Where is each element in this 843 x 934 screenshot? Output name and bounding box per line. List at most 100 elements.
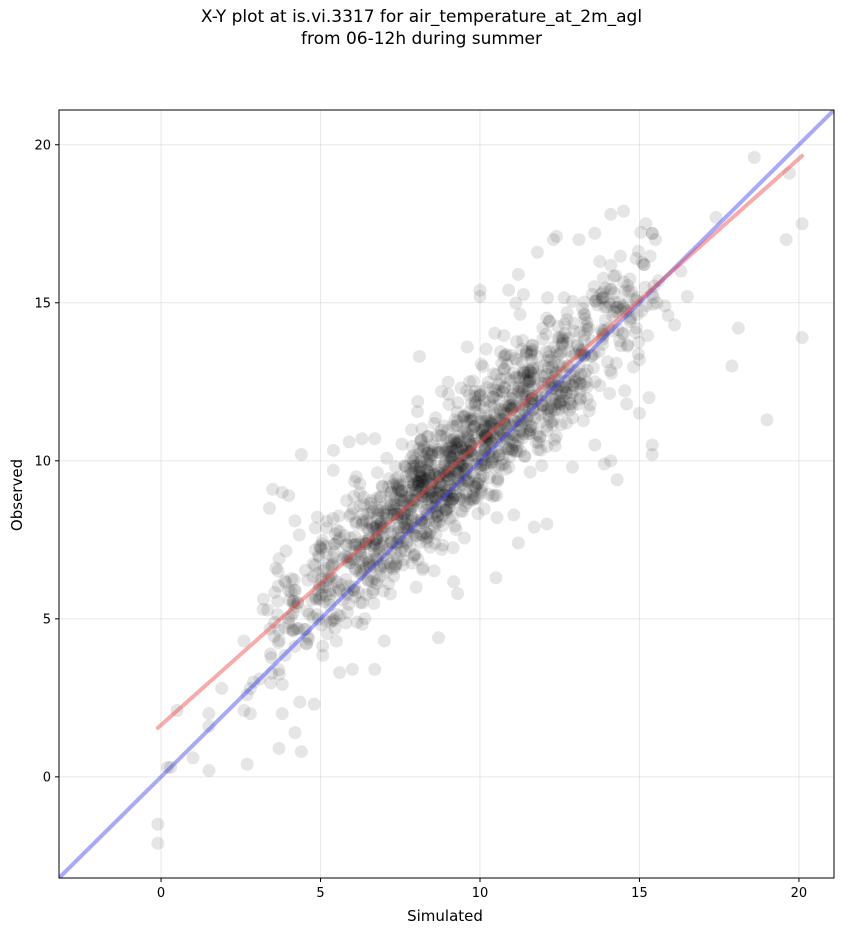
data-point: [391, 482, 405, 496]
data-point: [478, 441, 492, 455]
data-point: [339, 616, 353, 630]
data-point: [364, 506, 378, 520]
data-point: [275, 707, 289, 721]
data-point: [544, 404, 558, 418]
data-point: [524, 419, 538, 433]
data-point: [461, 474, 475, 488]
data-point: [600, 300, 614, 314]
data-point: [453, 492, 467, 506]
data-point: [535, 459, 549, 473]
data-point: [535, 398, 549, 412]
data-point: [313, 579, 327, 593]
data-point: [336, 593, 350, 607]
data-point: [502, 400, 516, 414]
data-point: [379, 516, 393, 530]
data-point: [275, 678, 289, 692]
data-point: [526, 339, 540, 353]
data-point: [479, 430, 493, 444]
data-point: [417, 439, 431, 453]
data-point: [541, 408, 555, 422]
data-point: [151, 836, 165, 850]
data-point: [361, 556, 375, 570]
data-point: [630, 294, 644, 308]
data-point: [414, 469, 428, 483]
data-point: [360, 522, 374, 536]
data-point: [457, 444, 471, 458]
data-point: [316, 533, 330, 547]
data-point: [359, 537, 373, 551]
data-point: [548, 439, 562, 453]
data-point: [450, 436, 464, 450]
data-point: [568, 374, 582, 388]
data-point: [457, 425, 471, 439]
data-point: [384, 486, 398, 500]
data-point: [442, 455, 456, 469]
data-point: [377, 584, 391, 598]
data-point: [325, 559, 339, 573]
data-point: [478, 393, 492, 407]
data-point: [391, 525, 405, 539]
data-point: [409, 489, 423, 503]
data-point: [553, 395, 567, 409]
data-point: [393, 484, 407, 498]
data-point: [395, 484, 409, 498]
grid: [59, 110, 834, 878]
data-point: [488, 326, 502, 340]
data-point: [437, 500, 451, 514]
data-point: [467, 412, 481, 426]
data-point: [795, 331, 809, 345]
data-point: [447, 488, 461, 502]
data-point: [320, 627, 334, 641]
data-point: [486, 382, 500, 396]
data-point: [674, 264, 688, 278]
data-point: [522, 374, 536, 388]
data-point: [520, 345, 534, 359]
data-point: [376, 500, 390, 514]
data-point: [448, 478, 462, 492]
data-point: [537, 359, 551, 373]
data-point: [555, 359, 569, 373]
data-point: [466, 493, 480, 507]
data-point: [388, 545, 402, 559]
data-point: [462, 434, 476, 448]
data-point: [517, 398, 531, 412]
data-point: [514, 418, 528, 432]
data-point: [477, 400, 491, 414]
data-point: [607, 305, 621, 319]
data-point: [371, 507, 385, 521]
data-point: [396, 553, 410, 567]
data-point: [354, 564, 368, 578]
data-point: [268, 585, 282, 599]
data-point: [366, 553, 380, 567]
data-point: [523, 374, 537, 388]
data-point: [578, 328, 592, 342]
data-point: [357, 490, 371, 504]
data-point: [490, 472, 504, 486]
data-point: [340, 587, 354, 601]
data-point: [558, 400, 572, 414]
data-point: [340, 605, 354, 619]
data-point: [617, 327, 631, 341]
data-point: [368, 521, 382, 535]
data-point: [560, 313, 574, 327]
data-point: [457, 409, 471, 423]
data-point: [647, 279, 661, 293]
data-point: [478, 443, 492, 457]
data-point: [445, 495, 459, 509]
data-point: [348, 544, 362, 558]
reference-lines: [59, 110, 834, 878]
data-point: [400, 534, 414, 548]
data-point: [552, 358, 566, 372]
data-point: [463, 375, 477, 389]
data-point: [476, 415, 490, 429]
data-point: [457, 410, 471, 424]
data-point: [464, 438, 478, 452]
data-point: [339, 550, 353, 564]
data-point: [286, 595, 300, 609]
data-point: [483, 414, 497, 428]
data-point: [411, 479, 425, 493]
data-point: [479, 456, 493, 470]
data-point: [544, 415, 558, 429]
data-point: [370, 523, 384, 537]
data-point: [516, 366, 530, 380]
